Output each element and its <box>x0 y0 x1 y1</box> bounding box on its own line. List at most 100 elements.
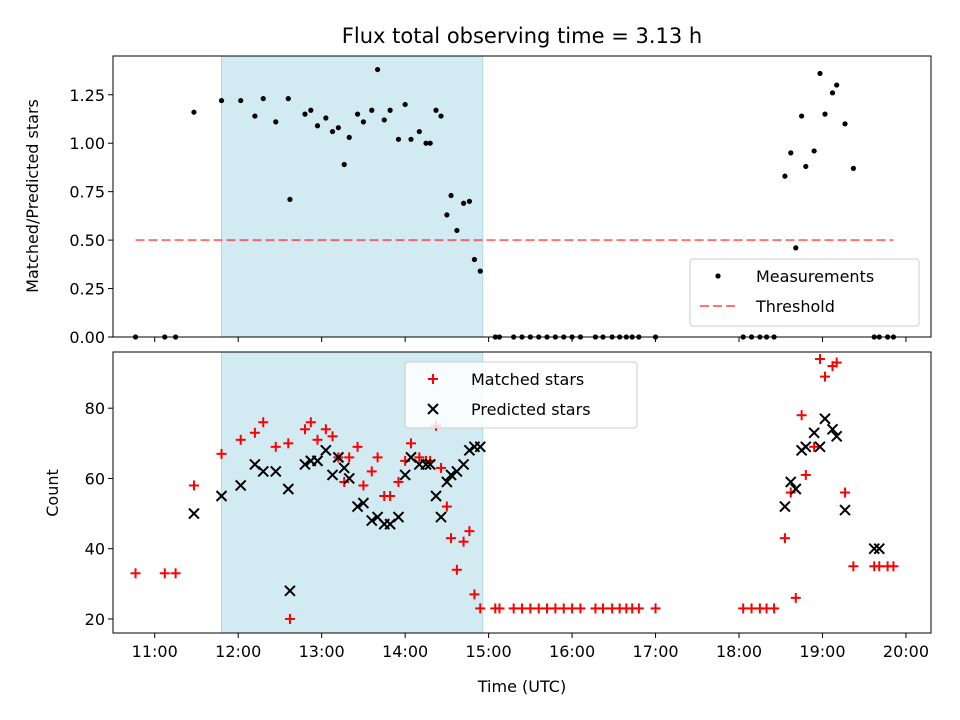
matched-star-marker <box>188 480 199 491</box>
measurement-point <box>252 113 258 119</box>
legend-measurements-marker <box>715 273 721 279</box>
matched-star-marker <box>451 564 462 575</box>
measurement-point <box>346 134 352 140</box>
matched-star-marker <box>746 603 757 614</box>
measurement-point <box>466 198 473 204</box>
x-axis-label: Time (UTC) <box>477 677 566 696</box>
measurement-point <box>329 128 336 135</box>
predicted-star-marker <box>430 490 442 502</box>
measurement-point <box>817 70 823 77</box>
predicted-star-marker <box>338 462 350 474</box>
predicted-star-marker <box>282 483 294 495</box>
predicted-star-marker <box>474 441 486 453</box>
matched-star-marker <box>414 452 425 463</box>
measurement-point <box>454 227 460 234</box>
matched-star-marker <box>216 448 227 459</box>
predicted-star-marker-b <box>215 490 228 502</box>
matched-star-marker <box>352 441 363 452</box>
matched-star-marker <box>814 354 825 365</box>
measurement-point <box>460 200 467 206</box>
matched-star-marker <box>517 603 527 614</box>
predicted-star-marker <box>830 430 843 443</box>
matched-star-marker <box>800 469 811 480</box>
predicted-star-marker <box>351 500 364 513</box>
predicted-star-marker-b <box>779 500 791 513</box>
matched-star-marker <box>848 561 859 572</box>
matched-star-marker <box>475 603 486 614</box>
measurement-point <box>803 163 809 170</box>
bottom-axes-frame <box>112 351 932 634</box>
predicted-star-marker-b <box>445 469 457 481</box>
predicted-star-marker <box>826 423 839 435</box>
matched-star-marker <box>525 603 536 614</box>
predicted-star-marker-b <box>441 476 453 488</box>
measurement-point <box>448 192 454 199</box>
measurement-point <box>416 128 422 135</box>
matched-star-marker <box>508 603 519 614</box>
predicted-star-marker-b <box>873 542 885 555</box>
chart-title: Flux total observing time = 3.13 h <box>342 24 702 48</box>
legend-label: Measurements <box>756 267 874 286</box>
measurement-point <box>354 111 361 117</box>
predicted-star-marker-b <box>351 500 364 513</box>
predicted-star-marker <box>814 441 826 453</box>
legend-label: Matched stars <box>471 370 584 389</box>
top-y-tick-label: 0.00 <box>69 328 105 347</box>
matched-star-marker <box>888 561 899 572</box>
predicted-star-marker-b <box>435 511 447 523</box>
predicted-star-marker <box>284 585 296 597</box>
measurement-point <box>360 119 367 125</box>
predicted-star-marker <box>299 458 311 471</box>
matched-star-marker <box>385 491 396 502</box>
predicted-star-marker <box>790 483 802 495</box>
predicted-star-marker-b <box>371 511 384 523</box>
measurement-point <box>369 107 375 113</box>
predicted-star-marker <box>257 465 269 478</box>
predicted-star-marker-b <box>424 458 436 471</box>
matched-star-marker <box>567 603 578 614</box>
predicted-star-marker <box>343 472 355 485</box>
matched-star-marker <box>809 441 820 452</box>
matched-star-marker <box>446 533 457 544</box>
predicted-star-marker <box>808 427 820 439</box>
measurement-point <box>323 115 329 121</box>
matched-star-marker <box>796 410 807 421</box>
predicted-star-marker <box>399 469 411 481</box>
matched-star-marker <box>831 357 842 368</box>
measurement-point <box>191 109 197 115</box>
predicted-star-marker <box>332 451 345 464</box>
matched-star-marker <box>769 603 780 614</box>
x-tick-label: 18:00 <box>716 642 762 661</box>
matched-star-marker <box>874 561 885 572</box>
predicted-star-marker <box>235 479 247 492</box>
matched-star-marker <box>469 589 480 600</box>
matched-star-marker <box>320 424 331 435</box>
x-tick-label: 17:00 <box>632 642 678 661</box>
matched-star-marker <box>405 438 416 449</box>
measurement-point <box>471 256 478 263</box>
top-y-tick-label: 0.50 <box>69 231 105 250</box>
predicted-star-marker-b <box>800 441 812 453</box>
matched-star-marker <box>339 476 350 487</box>
matched-star-marker <box>533 603 544 614</box>
measurement-point <box>799 113 805 119</box>
top-axes-frame <box>112 55 932 338</box>
top-legend: Measurements Threshold <box>689 258 920 327</box>
measurement-point <box>793 245 799 251</box>
matched-star-marker <box>270 441 281 452</box>
matched-star-marker <box>542 603 553 614</box>
predicted-star-marker-b <box>826 423 839 435</box>
matched-star-marker <box>597 603 608 614</box>
measurement-point <box>341 161 347 168</box>
predicted-star-marker <box>819 413 831 425</box>
predicted-star-marker <box>785 476 797 488</box>
matched-star-marker <box>372 452 383 463</box>
predicted-star-marker-b <box>405 451 417 464</box>
measurement-point <box>287 196 293 203</box>
predicted-star-marker-b <box>839 504 851 516</box>
x-tick-label: 20:00 <box>883 642 929 661</box>
matched-star-marker <box>159 568 170 579</box>
matched-star-marker <box>170 568 181 579</box>
legend-label: Threshold <box>755 297 835 316</box>
